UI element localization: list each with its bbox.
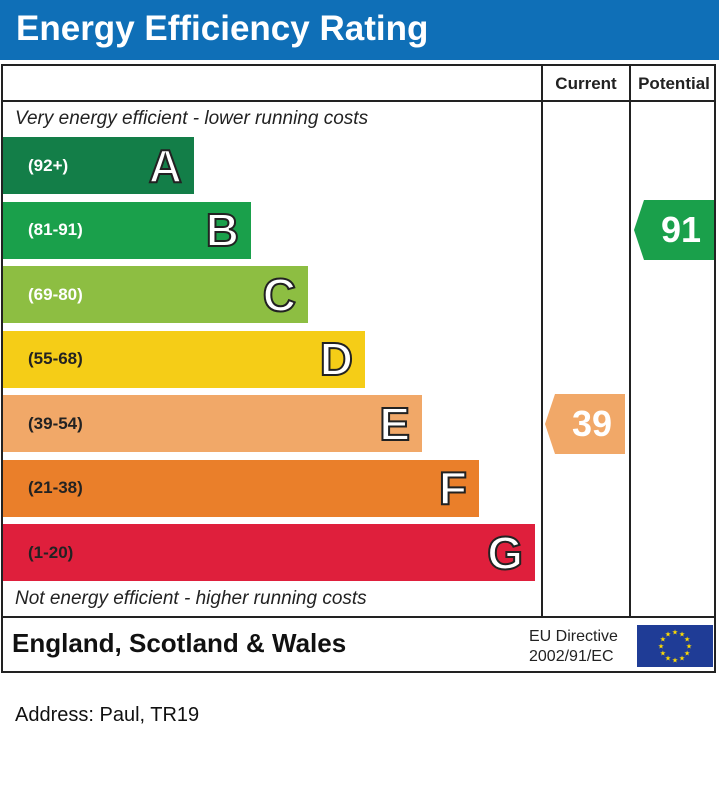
band-letter: C xyxy=(262,268,297,321)
band-letter: E xyxy=(378,397,411,450)
band-range-label: (81-91) xyxy=(28,220,83,239)
chart-header: Energy Efficiency Rating xyxy=(0,0,719,60)
eu-directive-line2: 2002/91/EC xyxy=(529,648,614,665)
band-letter: B xyxy=(205,204,240,256)
footer-region: England, Scotland & Wales xyxy=(12,628,347,658)
band-e: (39-54) E xyxy=(3,395,422,452)
eu-flag-icon: ★ ★ ★ ★ ★ ★ ★ ★ ★ ★ ★ ★ xyxy=(637,625,713,667)
band-range-label: (21-38) xyxy=(28,478,83,497)
eu-star-icon: ★ xyxy=(684,636,690,644)
column-header-current: Current xyxy=(555,74,617,93)
band-letter: D xyxy=(319,333,354,385)
divider-header-row xyxy=(1,100,716,102)
rating-table xyxy=(1,64,716,673)
current-rating-value: 39 xyxy=(571,402,613,444)
band-range-label: (39-54) xyxy=(28,413,83,433)
eu-star-icon: ★ xyxy=(684,650,690,658)
eu-star-icon: ★ xyxy=(660,650,666,658)
eu-star-icon: ★ xyxy=(658,643,664,651)
divider-footer-row xyxy=(1,616,716,618)
band-range-label: (69-80) xyxy=(28,284,83,304)
eu-star-icon: ★ xyxy=(665,630,671,638)
eu-star-icon: ★ xyxy=(672,657,678,665)
chart-title: Energy Efficiency Rating xyxy=(16,9,429,48)
band-g: (1-20) G xyxy=(3,524,535,581)
eu-star-icon: ★ xyxy=(679,630,685,638)
band-range-label: (92+) xyxy=(28,155,69,175)
eu-directive-text: EU Directive 2002/91/EC xyxy=(529,627,618,667)
band-range-label: (55-68) xyxy=(28,349,83,368)
eu-directive-line1: EU Directive xyxy=(529,628,618,645)
divider-current-left xyxy=(541,64,543,618)
potential-rating-arrow: 91 xyxy=(634,200,714,260)
eu-star-icon: ★ xyxy=(665,655,671,663)
eu-star-icon: ★ xyxy=(679,655,685,663)
current-rating-arrow: 39 xyxy=(545,393,625,454)
eu-star-icon: ★ xyxy=(660,636,666,644)
eu-star-icon: ★ xyxy=(672,629,678,637)
potential-rating-value: 91 xyxy=(660,209,702,250)
potential-arrow-shape xyxy=(634,200,714,260)
caption-bottom: Not energy efficient - higher running co… xyxy=(15,588,367,609)
band-d: (55-68) D xyxy=(3,330,365,388)
eu-star-icon: ★ xyxy=(686,643,692,651)
caption-top: Very energy efficient - lower running co… xyxy=(15,108,369,129)
band-b: (81-91) B xyxy=(3,201,251,259)
current-arrow-shape xyxy=(545,393,625,454)
band-letter: A xyxy=(148,139,183,192)
band-f: (21-38) F xyxy=(3,459,479,517)
address-line: Address: Paul, TR19 xyxy=(15,704,200,726)
column-header-potential: Potential xyxy=(638,74,710,93)
band-letter: G xyxy=(486,526,524,579)
band-letter: F xyxy=(438,462,468,514)
band-range-label: (1-20) xyxy=(28,542,74,562)
divider-potential-left xyxy=(629,64,631,618)
band-a: (92+) A xyxy=(3,137,194,194)
band-c: (69-80) C xyxy=(3,266,308,323)
